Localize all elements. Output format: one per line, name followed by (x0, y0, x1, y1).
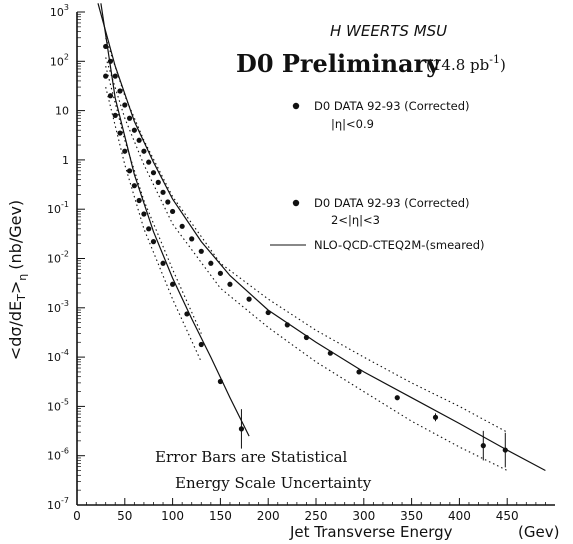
central-data-point (265, 309, 271, 316)
central-data-point (117, 88, 123, 94)
y-tick-label: 10-2 (47, 250, 69, 266)
forward-data-point (103, 73, 109, 79)
forward-data-point (112, 112, 118, 118)
legend-label-forward: D0 DATA 92-93 (Corrected) (314, 196, 470, 210)
central-data-point (170, 208, 176, 215)
central-data-point (107, 58, 114, 64)
note-energy-scale: Energy Scale Uncertainty (175, 474, 372, 492)
forward-data-point (131, 183, 137, 189)
chart-title-suffix: (14.8 pb-1) (426, 53, 506, 74)
forward-data-point (117, 130, 123, 136)
y-tick-label: 10-1 (47, 200, 69, 216)
legend-sublabel-central: |η|<0.9 (331, 117, 374, 131)
x-tick-label: 150 (209, 509, 232, 523)
x-tick-label: 450 (496, 509, 519, 523)
forward-data-point (136, 197, 142, 204)
nlo-qcd-curve (97, 3, 546, 472)
y-axis-label: <dσ/dET>η(nb/Gev) (6, 200, 29, 360)
central-data-point (217, 270, 223, 276)
legend: D0 DATA 92-93 (Corrected) |η|<0.9 D0 DAT… (270, 99, 485, 252)
author-annotation: H WEERTS MSU (330, 22, 447, 40)
x-tick-label: 350 (400, 509, 423, 523)
central-data-point (303, 334, 310, 341)
theory-curves (97, 3, 546, 472)
y-tick-label: 10-6 (47, 447, 69, 463)
nlo-qcd-curve (100, 3, 250, 437)
legend-marker-central (292, 102, 300, 110)
x-tick-label: 100 (161, 509, 184, 523)
y-tick-label: 102 (50, 52, 69, 68)
forward-data-point (107, 93, 114, 99)
central-data-point (150, 170, 157, 176)
y-tick-label: 10-4 (47, 348, 69, 364)
forward-data-point (146, 226, 152, 232)
forward-data-point (198, 341, 204, 348)
central-data-point (189, 236, 195, 242)
y-tick-label: 1 (62, 154, 69, 167)
forward-data-point (238, 426, 245, 432)
x-axis-unit: (Gev) (518, 523, 559, 541)
x-tick-label: 300 (352, 509, 375, 523)
forward-data-point (160, 260, 166, 266)
y-tick-label: 10-5 (47, 397, 69, 413)
central-data-point (327, 350, 333, 356)
x-tick-label: 200 (257, 509, 280, 523)
central-data-point (160, 189, 166, 195)
energy-scale-band-curve (105, 37, 508, 433)
central-data-point (208, 260, 214, 266)
central-data-point (502, 447, 508, 453)
y-tick-label: 103 (50, 3, 69, 19)
y-tick-label: 10-3 (47, 299, 69, 315)
legend-label-central: D0 DATA 92-93 (Corrected) (314, 99, 470, 113)
y-tick-label: 10 (55, 105, 69, 118)
axis-ticks: 0 50 100 150 200 250 300 350 400 45010310210110-1… (47, 3, 546, 523)
forward-data-point (150, 239, 157, 245)
legend-sublabel-forward: 2<|η|<3 (331, 213, 380, 227)
central-data-point (356, 369, 362, 375)
forward-data-point (126, 168, 133, 174)
central-data-point (155, 179, 161, 185)
forward-data-point (217, 378, 223, 385)
central-data-point (122, 102, 128, 108)
central-data-point (227, 281, 233, 287)
legend-label-nlo: NLO-QCD-CTEQ2M-(smeared) (314, 238, 485, 252)
energy-scale-band-curve (105, 65, 202, 334)
central-data-point (112, 73, 118, 79)
central-data-point (136, 137, 142, 143)
central-data-point (480, 443, 486, 449)
central-data-point (432, 414, 439, 420)
central-data-point (126, 115, 133, 121)
forward-data-point (184, 311, 190, 317)
central-data-point (103, 43, 109, 50)
central-data-point (141, 148, 147, 154)
central-data-point (198, 248, 204, 254)
legend-marker-forward (292, 199, 300, 207)
x-tick-label: 0 (73, 509, 81, 523)
data-points (103, 43, 508, 468)
note-error-bars: Error Bars are Statistical (155, 448, 348, 466)
central-data-point (246, 296, 252, 302)
central-data-point (284, 322, 290, 328)
x-tick-label: 250 (305, 509, 328, 523)
forward-data-point (141, 211, 147, 217)
central-data-point (394, 395, 400, 401)
y-tick-label: 10-7 (47, 496, 69, 512)
chart-title: D0 Preliminary (236, 49, 441, 78)
forward-data-point (170, 281, 176, 287)
x-axis-label: Jet Transverse Energy (289, 523, 453, 541)
central-data-point (165, 199, 171, 205)
x-tick-label: 400 (448, 509, 471, 523)
central-data-point (179, 223, 185, 229)
central-data-point (131, 127, 137, 133)
forward-data-point (122, 148, 128, 154)
x-tick-label: 50 (117, 509, 132, 523)
central-data-point (146, 159, 152, 165)
energy-scale-band-curve (105, 57, 508, 471)
energy-scale-band-curve (105, 86, 202, 363)
